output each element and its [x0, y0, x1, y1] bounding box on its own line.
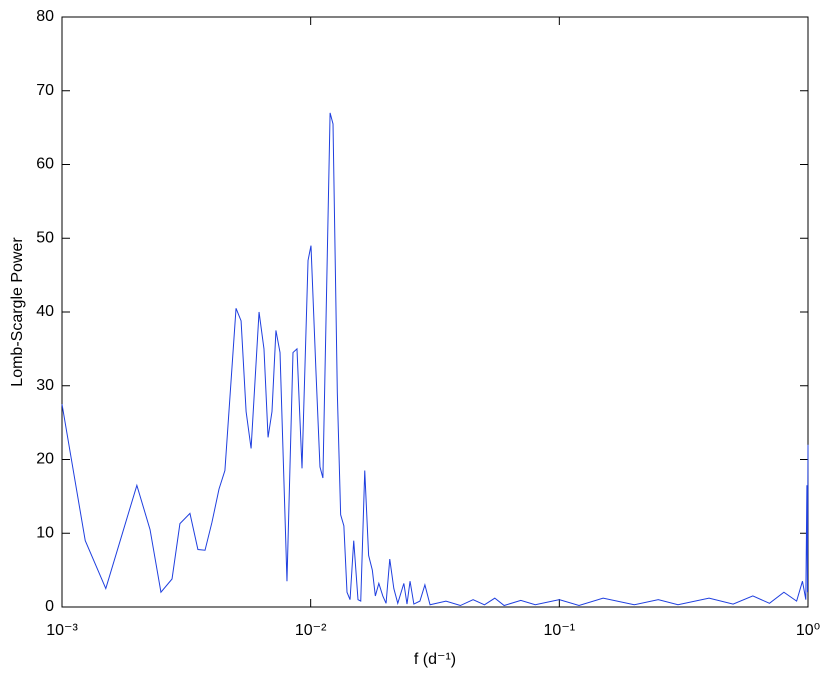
plot-box	[61, 16, 809, 608]
y-tick-label: 30	[36, 377, 54, 394]
y-tick-label: 10	[36, 524, 54, 541]
y-axis-label: Lomb-Scargle Power	[9, 237, 26, 387]
x-axis-label: f (d⁻¹)	[414, 651, 456, 668]
y-tick-label: 40	[36, 303, 54, 320]
x-tick-label: 10⁰	[796, 622, 820, 639]
x-tick-label: 10⁻³	[46, 622, 78, 639]
y-tick-label: 0	[45, 598, 54, 615]
y-tick-label: 70	[36, 82, 54, 99]
data-line	[61, 112, 809, 607]
x-tick-label: 10⁻²	[295, 622, 327, 639]
y-tick-label: 60	[36, 156, 54, 173]
y-tick-label: 20	[36, 451, 54, 468]
x-tick-label: 10⁻¹	[544, 622, 576, 639]
y-tick-label: 50	[36, 229, 54, 246]
y-tick-label: 80	[36, 8, 54, 25]
